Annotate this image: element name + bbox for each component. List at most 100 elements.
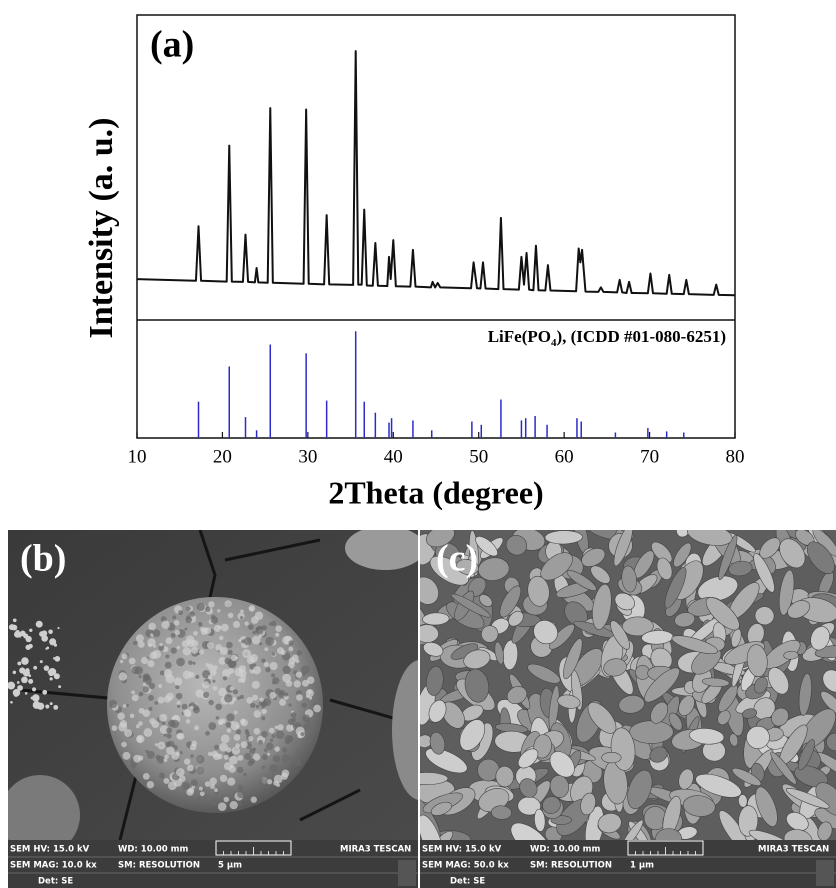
grain [159, 725, 169, 734]
texture [8, 600, 322, 811]
grain [288, 657, 296, 665]
grain [211, 797, 220, 806]
grain [189, 611, 196, 617]
grain [748, 829, 792, 840]
grain [621, 616, 654, 637]
grain [39, 631, 45, 637]
grain [269, 691, 277, 699]
grain [728, 560, 753, 577]
grain [248, 605, 256, 612]
grain [175, 692, 183, 700]
grain [650, 701, 669, 724]
grain [220, 623, 229, 632]
x-tick-label: 80 [726, 446, 745, 467]
grain [198, 649, 205, 655]
grain [263, 748, 268, 752]
grain [239, 694, 244, 700]
grain [226, 641, 233, 649]
grain [166, 733, 172, 739]
grain [243, 637, 252, 646]
xrd-pattern [136, 50, 736, 297]
grain [138, 675, 142, 679]
grain [273, 774, 283, 784]
grain [810, 626, 830, 651]
grain [217, 802, 227, 811]
grain [495, 765, 515, 788]
grain [178, 609, 183, 615]
grain [133, 754, 142, 763]
grain [481, 625, 499, 643]
grain [251, 680, 260, 689]
grain [236, 766, 244, 774]
grain [236, 696, 241, 700]
grain [281, 754, 290, 763]
grain [211, 614, 216, 619]
grain [267, 752, 271, 756]
info-hv: SEM HV: 15.0 kV [422, 845, 502, 855]
grain [19, 667, 26, 674]
grain [191, 740, 198, 747]
grain [288, 640, 294, 646]
grain [505, 535, 528, 556]
grain [284, 739, 290, 745]
grain [422, 612, 450, 626]
grain [671, 635, 718, 654]
grain [148, 622, 157, 631]
grain [224, 694, 233, 703]
grain [252, 694, 259, 701]
grain [53, 673, 60, 680]
grain [288, 703, 292, 707]
grain [261, 708, 267, 715]
grain [181, 703, 188, 710]
grain [592, 583, 612, 630]
grain [695, 773, 742, 798]
grain [262, 698, 272, 707]
grain [274, 725, 278, 729]
grain [207, 751, 213, 756]
info-mode: SM: RESOLUTION [118, 861, 200, 871]
grain [557, 694, 581, 709]
grain [53, 643, 58, 647]
grain [213, 744, 220, 750]
grain [147, 694, 154, 701]
grain [717, 710, 731, 726]
grain [307, 689, 312, 694]
grain [668, 712, 683, 731]
grain [590, 565, 611, 584]
grain [205, 730, 210, 736]
grain [678, 695, 695, 717]
grain [186, 788, 194, 796]
grain [271, 620, 277, 627]
reference-label-subscript: 4 [551, 337, 557, 349]
grain [755, 786, 778, 827]
info-hv: SEM HV: 15.0 kV [10, 845, 90, 855]
grain [434, 830, 454, 840]
grain [255, 626, 264, 635]
grain [142, 709, 151, 718]
grain [48, 667, 57, 676]
grain [49, 702, 53, 706]
panel-label: (b) [20, 538, 66, 580]
grain [279, 698, 287, 706]
grain [689, 728, 725, 745]
grain [664, 567, 687, 609]
grain [186, 606, 191, 612]
grain [238, 639, 242, 643]
grain [288, 718, 295, 726]
grain [243, 772, 247, 777]
grain [293, 680, 301, 688]
grain [218, 687, 227, 697]
grain [281, 747, 288, 753]
grain [302, 714, 310, 723]
grain [159, 670, 165, 676]
grain [686, 530, 733, 546]
grain [240, 718, 246, 725]
grain [563, 638, 583, 680]
grain [603, 658, 627, 677]
grain [313, 704, 322, 713]
grain [259, 642, 263, 646]
grain [266, 779, 273, 785]
info-mag: SEM MAG: 50.0 kx [422, 861, 509, 871]
grain [785, 788, 830, 809]
grain [767, 667, 789, 695]
